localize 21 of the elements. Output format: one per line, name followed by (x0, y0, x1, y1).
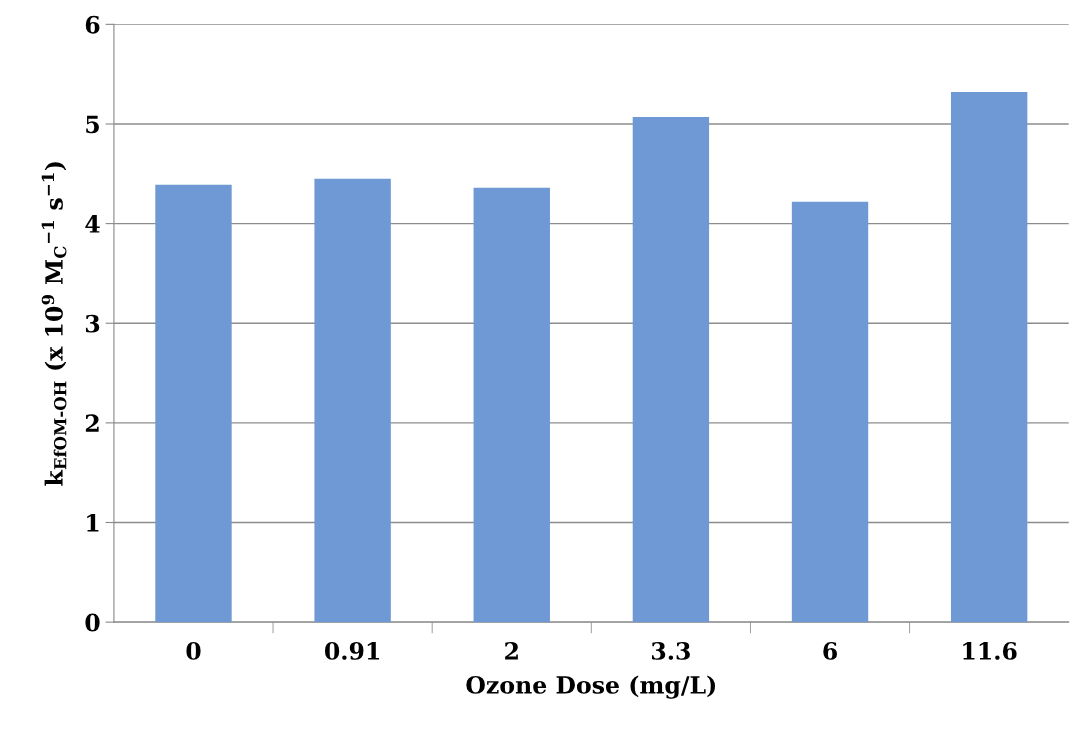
bar (473, 187, 550, 623)
bar (632, 117, 710, 623)
x-tick-label: 3.3 (652, 642, 690, 660)
y-tick-label: 6 (85, 15, 100, 34)
y-tick-label: 0 (85, 613, 100, 632)
x-tick-label: 2 (505, 642, 518, 660)
y-tick-label: 5 (86, 115, 99, 134)
x-tick-label: 0.91 (324, 642, 380, 660)
bar (791, 201, 869, 623)
x-tick-label: 6 (823, 642, 837, 660)
y-tick-label: 4 (85, 215, 100, 233)
y-tick-label: 1 (87, 513, 99, 532)
text: k$_{EfOM‐OH}$ (x 10$^{9}$ M$_{C}$$^{−1}$ s$^{−1}$) (41, 162, 67, 486)
y-tick-label: 3 (85, 314, 100, 333)
x-tick-label: 11.6 (963, 642, 1017, 660)
bar (314, 178, 391, 623)
bar (950, 92, 1028, 623)
x-tick-label: 0 (186, 642, 201, 660)
y-tick-label: 2 (85, 414, 99, 432)
bar (155, 184, 232, 623)
x-axis-title: Ozone Dose (mg/L) (466, 675, 716, 699)
